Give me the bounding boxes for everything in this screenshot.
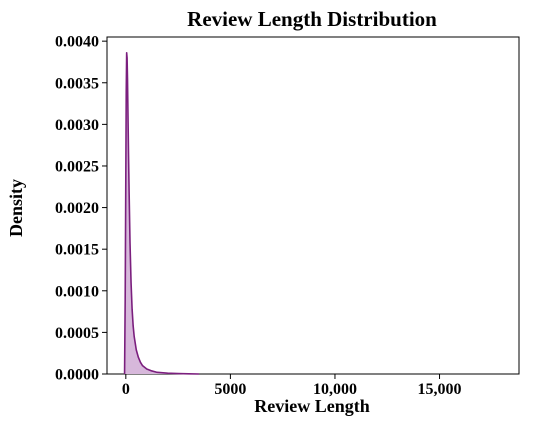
x-tick-label: 0: [122, 381, 130, 398]
chart-title: Review Length Distribution: [187, 7, 437, 31]
x-tick-label: 10,000: [313, 381, 357, 398]
x-axis-ticks: 0 5000 10,000 15,000: [122, 374, 462, 398]
y-tick-label: 0.0025: [55, 158, 99, 175]
y-tick-label: 0.0040: [55, 34, 99, 51]
x-tick-label: 15,000: [418, 381, 462, 398]
y-tick-label: 0.0005: [55, 325, 99, 342]
x-tick-label: 5000: [214, 381, 246, 398]
density-line: [123, 52, 200, 375]
plot-area-frame: [106, 36, 520, 375]
x-axis-label: Review Length: [254, 396, 370, 416]
y-tick-label: 0.0020: [55, 200, 99, 217]
y-tick-label: 0.0015: [55, 242, 99, 259]
y-tick-label: 0.0035: [55, 75, 99, 92]
y-tick-label: 0.0000: [55, 367, 99, 384]
y-tick-label: 0.0010: [55, 283, 99, 300]
y-axis-label: Density: [6, 179, 26, 237]
density-area-fill: [124, 52, 200, 375]
y-tick-label: 0.0030: [55, 117, 99, 134]
density-marks: [123, 52, 200, 375]
y-axis-ticks: 0.0000 0.0005 0.0010 0.0015 0.0020 0.0025 0.00…: [55, 34, 107, 384]
